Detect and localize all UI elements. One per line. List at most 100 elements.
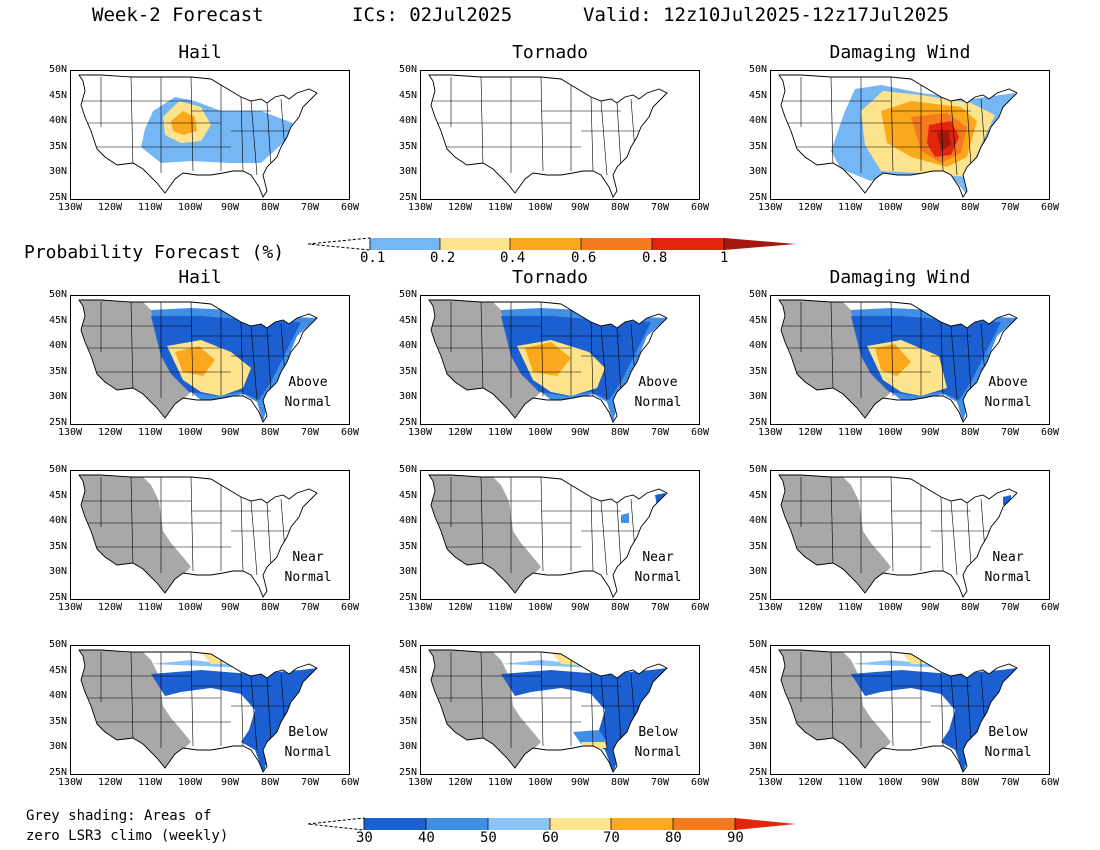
cbar-top-label-0: 0.1 (360, 250, 386, 266)
lon-label: 70W (300, 202, 320, 213)
lon-label: 60W (690, 202, 710, 213)
lon-label: 60W (340, 777, 360, 788)
grey-note-line-1: Grey shading: Areas of (26, 808, 212, 824)
cbar-top-label-5: 1 (720, 250, 729, 266)
lat-label: 40N (48, 340, 67, 351)
forecast-shading-3 (525, 342, 571, 376)
note-line: Normal (984, 395, 1032, 410)
lat-label: 45N (398, 314, 417, 326)
cbar-bottom-label-1: 40 (418, 830, 435, 846)
lon-label: 60W (1040, 427, 1060, 438)
lon-label: 100W (877, 202, 903, 213)
lat-label: 50N (748, 639, 767, 650)
coastline (78, 474, 318, 598)
lon-label: 100W (527, 202, 553, 213)
lon-label: 130W (407, 202, 433, 213)
lon-label: 70W (300, 777, 320, 788)
map-below-tornado-graphic (428, 649, 668, 773)
zero-climo-grey-area (429, 475, 541, 593)
lat-label: 40N (398, 690, 417, 701)
map-near-wind (770, 470, 1050, 600)
lon-label: 110W (837, 777, 863, 788)
lon-label: 110W (137, 602, 163, 613)
lat-label: 45N (748, 89, 767, 101)
lat-label: 35N (48, 540, 67, 552)
lat-label: 30N (398, 166, 417, 177)
lon-label: 80W (960, 602, 980, 613)
map-above-hail (70, 295, 350, 425)
lat-label: 45N (48, 489, 67, 501)
lat-label: 45N (48, 314, 67, 326)
forecast-shading-1 (621, 513, 629, 523)
map-probability-hail-graphic (78, 74, 318, 198)
note-line: Normal (284, 570, 332, 585)
note-above-normal: Above Normal (973, 373, 1043, 413)
lon-label: 130W (57, 202, 83, 213)
colorbar-probability: 0.1 0.2 0.4 0.6 0.8 1 (308, 236, 808, 266)
lon-label: 100W (877, 427, 903, 438)
map-probability-wind-graphic (778, 74, 1018, 198)
lon-label: 80W (260, 777, 280, 788)
coastline (428, 299, 668, 423)
lon-label: 120W (797, 427, 823, 438)
map-probability-tornado (420, 70, 700, 200)
lon-label: 80W (610, 602, 630, 613)
lat-label: 40N (398, 340, 417, 351)
forecast-shading-4 (581, 742, 607, 748)
forecast-shading-3 (875, 344, 911, 376)
lat-label: 35N (398, 365, 417, 377)
note-line: Near (642, 550, 674, 565)
probability-forecast-label: Probability Forecast (%) (24, 242, 285, 263)
coastline (778, 299, 1018, 423)
lon-label: 90W (920, 202, 940, 213)
coastline (78, 649, 318, 773)
lon-label: 80W (260, 202, 280, 213)
note-line: Normal (634, 745, 682, 760)
lat-label: 25N (48, 191, 67, 203)
lon-label: 60W (1040, 202, 1060, 213)
lon-label: 120W (447, 602, 473, 613)
lon-label: 70W (650, 777, 670, 788)
lat-label: 50N (398, 64, 417, 75)
lon-label: 80W (960, 427, 980, 438)
note-near-normal: Near Normal (973, 548, 1043, 588)
lon-label: 110W (137, 777, 163, 788)
lon-label: 90W (220, 777, 240, 788)
lon-label: 70W (1000, 777, 1020, 788)
note-below-normal: Below Normal (273, 723, 343, 763)
coastline (778, 649, 1018, 773)
forecast-shading-0 (151, 668, 317, 772)
map-below-wind (770, 645, 1050, 775)
lon-label: 120W (97, 202, 123, 213)
note-line: Above (638, 375, 678, 390)
lat-label: 45N (48, 664, 67, 676)
lon-label: 100W (527, 602, 553, 613)
lat-label: 50N (748, 464, 767, 475)
map-above-tornado (420, 295, 700, 425)
lon-label: 130W (57, 777, 83, 788)
grey-shading-note: Grey shading: Areas of zero LSR3 climo (… (26, 806, 228, 846)
map-below-hail (70, 645, 350, 775)
lat-label: 50N (398, 639, 417, 650)
lat-label: 30N (748, 566, 767, 577)
note-near-normal: Near Normal (623, 548, 693, 588)
lat-label: 50N (48, 464, 67, 475)
lat-label: 25N (48, 591, 67, 603)
lon-label: 120W (447, 427, 473, 438)
lat-label: 50N (398, 289, 417, 300)
lat-label: 35N (748, 365, 767, 377)
colorbar-anomaly-graphic (308, 817, 796, 831)
lon-label: 130W (757, 427, 783, 438)
lon-label: 100W (877, 777, 903, 788)
lon-label: 100W (527, 777, 553, 788)
lon-label: 60W (340, 202, 360, 213)
lat-label: 30N (748, 166, 767, 177)
cbar-top-label-2: 0.4 (500, 250, 526, 266)
lat-label: 25N (748, 191, 767, 203)
note-below-normal: Below Normal (623, 723, 693, 763)
lat-label: 45N (748, 664, 767, 676)
lat-label: 35N (48, 365, 67, 377)
zero-climo-grey-area (79, 300, 191, 418)
lon-label: 130W (757, 602, 783, 613)
grey-note-line-2: zero LSR3 climo (weekly) (26, 828, 229, 844)
